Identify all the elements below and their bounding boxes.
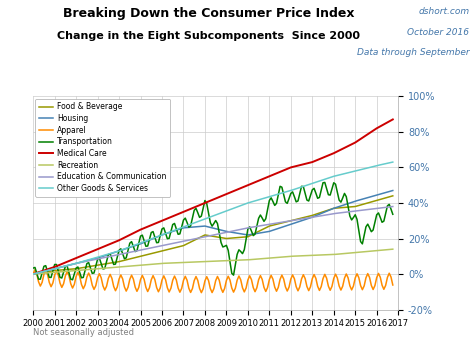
Transportation — [220, 245, 226, 249]
Line: Transportation: Transportation — [33, 182, 393, 280]
Recreation — [390, 247, 396, 251]
Other Goods & Services — [381, 162, 387, 166]
Education & Communication — [381, 205, 387, 209]
Housing — [208, 225, 213, 229]
Education & Communication — [328, 212, 333, 216]
Other Goods & Services — [390, 160, 396, 164]
Food & Beverage — [30, 272, 36, 276]
Line: Housing: Housing — [33, 191, 393, 274]
Housing — [328, 208, 333, 212]
Transportation — [322, 180, 328, 184]
Medical Care — [328, 153, 333, 157]
Legend: Food & Beverage, Housing, Apparel, Transportation, Medical Care, Recreation, Edu: Food & Beverage, Housing, Apparel, Trans… — [36, 99, 170, 197]
Apparel — [123, 289, 129, 293]
Food & Beverage — [122, 258, 128, 262]
Medical Care — [208, 199, 213, 203]
Text: dshort.com: dshort.com — [418, 7, 469, 16]
Recreation — [381, 248, 387, 252]
Other Goods & Services — [30, 272, 36, 276]
Apparel — [222, 287, 228, 291]
Line: Education & Communication: Education & Communication — [33, 206, 393, 274]
Other Goods & Services — [328, 175, 333, 180]
Apparel — [331, 276, 337, 280]
Line: Other Goods & Services: Other Goods & Services — [33, 162, 393, 274]
Apparel — [199, 291, 204, 295]
Education & Communication — [122, 251, 128, 256]
Transportation — [390, 212, 396, 216]
Food & Beverage — [247, 234, 253, 238]
Transportation — [248, 229, 254, 233]
Transportation — [209, 224, 215, 228]
Education & Communication — [390, 204, 396, 208]
Text: Not seasonally adjusted: Not seasonally adjusted — [33, 328, 134, 337]
Text: Breaking Down the Consumer Price Index: Breaking Down the Consumer Price Index — [63, 7, 354, 20]
Medical Care — [247, 182, 253, 186]
Food & Beverage — [208, 234, 213, 238]
Apparel — [390, 283, 396, 287]
Recreation — [208, 259, 213, 264]
Apparel — [32, 268, 38, 272]
Medical Care — [390, 117, 396, 121]
Line: Food & Beverage: Food & Beverage — [33, 196, 393, 274]
Line: Recreation: Recreation — [33, 249, 393, 274]
Medical Care — [122, 236, 128, 240]
Food & Beverage — [328, 207, 333, 212]
Housing — [381, 191, 387, 195]
Education & Communication — [247, 225, 253, 229]
Recreation — [218, 259, 224, 263]
Food & Beverage — [381, 196, 387, 201]
Medical Care — [30, 272, 36, 276]
Food & Beverage — [390, 194, 396, 198]
Housing — [122, 247, 128, 251]
Text: Change in the Eight Subcomponents  Since 2000: Change in the Eight Subcomponents Since … — [57, 31, 360, 41]
Apparel — [30, 272, 36, 276]
Recreation — [122, 265, 128, 269]
Transportation — [70, 278, 75, 282]
Education & Communication — [208, 234, 213, 238]
Other Goods & Services — [218, 211, 224, 215]
Medical Care — [381, 122, 387, 127]
Other Goods & Services — [247, 200, 253, 204]
Food & Beverage — [218, 236, 224, 240]
Medical Care — [218, 194, 224, 198]
Line: Medical Care: Medical Care — [33, 119, 393, 274]
Apparel — [250, 286, 256, 290]
Education & Communication — [30, 272, 36, 276]
Transportation — [123, 256, 129, 260]
Education & Communication — [218, 231, 224, 235]
Housing — [247, 233, 253, 237]
Housing — [390, 189, 396, 193]
Transportation — [30, 266, 36, 270]
Text: October 2016: October 2016 — [407, 28, 469, 36]
Transportation — [384, 204, 390, 208]
Housing — [218, 228, 224, 232]
Other Goods & Services — [208, 215, 213, 219]
Recreation — [30, 272, 36, 276]
Transportation — [331, 181, 337, 185]
Housing — [30, 272, 36, 276]
Line: Apparel: Apparel — [33, 270, 393, 293]
Other Goods & Services — [122, 247, 128, 251]
Apparel — [211, 287, 217, 291]
Recreation — [247, 258, 253, 262]
Text: Data through September: Data through September — [356, 48, 469, 57]
Recreation — [328, 252, 333, 257]
Apparel — [384, 275, 390, 279]
